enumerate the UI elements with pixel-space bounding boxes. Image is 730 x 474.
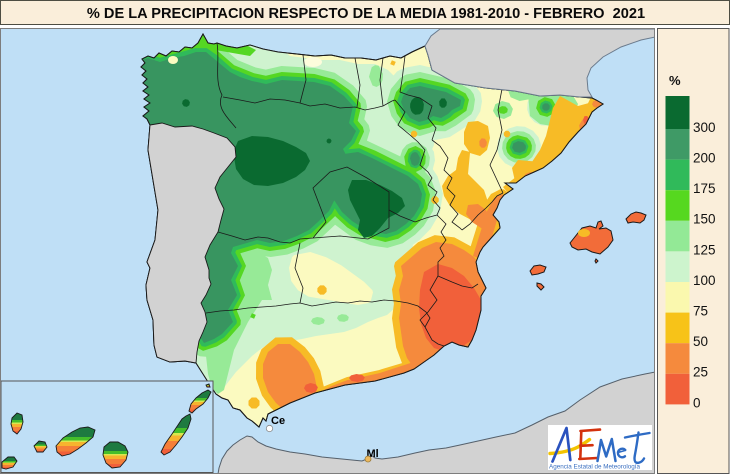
svg-text:150: 150 <box>693 212 716 227</box>
svg-text:%: % <box>669 73 681 88</box>
svg-text:% DE LA PRECIPITACION RESPECTO: % DE LA PRECIPITACION RESPECTO DE LA MED… <box>87 6 645 22</box>
svg-text:50: 50 <box>693 334 708 349</box>
svg-text:300: 300 <box>693 120 716 135</box>
svg-text:175: 175 <box>693 181 716 196</box>
svg-text:100: 100 <box>693 273 716 288</box>
svg-text:125: 125 <box>693 242 716 257</box>
svg-text:200: 200 <box>693 151 716 166</box>
svg-text:75: 75 <box>693 304 708 319</box>
svg-text:0: 0 <box>693 395 701 410</box>
svg-text:Ce: Ce <box>271 415 285 427</box>
svg-text:25: 25 <box>693 365 708 380</box>
svg-text:Agencia Estatal de Meteorologí: Agencia Estatal de Meteorología <box>549 464 641 471</box>
